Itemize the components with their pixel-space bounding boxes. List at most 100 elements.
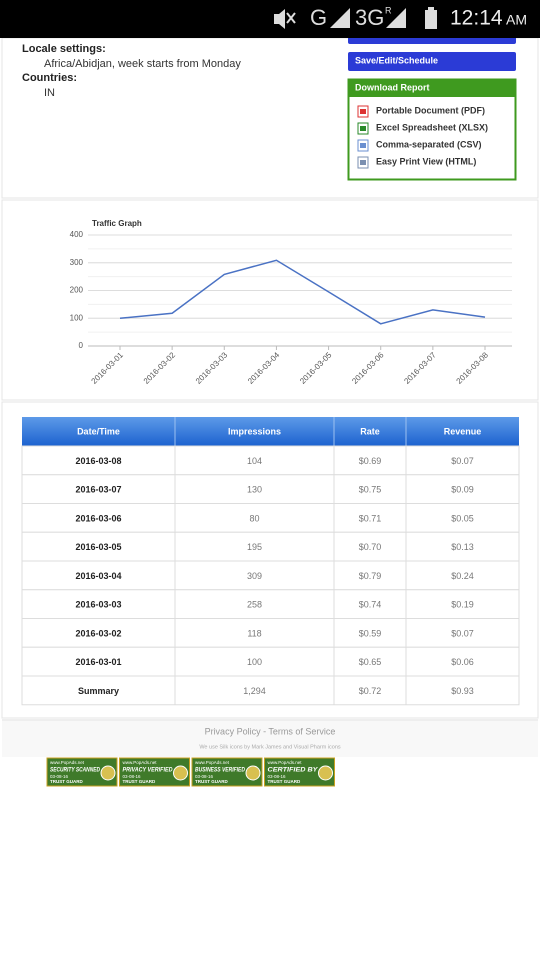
badge-label: PRIVACY VERIFIED <box>123 768 174 774</box>
y-tick-label: 300 <box>70 258 84 267</box>
table-cell: 80 <box>249 513 259 523</box>
table-cell: 100 <box>247 657 262 667</box>
badge-seal <box>100 765 116 781</box>
table-cell: 2016-03-08 <box>75 456 121 466</box>
table-row <box>21 646 520 677</box>
header-cell: Rate <box>360 426 380 436</box>
y-tick-label: 400 <box>70 230 84 239</box>
table-cell: $0.24 <box>451 571 474 581</box>
network2: 3G <box>355 5 384 30</box>
file-icon-mark <box>360 126 366 131</box>
status-bar <box>0 0 540 38</box>
download-item[interactable]: Excel Spreadsheet (XLSX) <box>376 122 488 132</box>
badge-seal <box>245 765 261 781</box>
table-cell: $0.06 <box>451 657 474 667</box>
table-cell: 2016-03-07 <box>75 485 121 495</box>
download-header <box>349 80 515 97</box>
chart-panel <box>1 199 539 401</box>
table-cell: Summary <box>78 686 119 696</box>
table-cell: $0.75 <box>359 485 382 495</box>
badge-date: 03-08-16 <box>123 774 142 779</box>
table-cell: 2016-03-01 <box>75 657 121 667</box>
table-cell: 195 <box>247 542 262 552</box>
table-cell: 104 <box>247 456 262 466</box>
badge-brand: TRUST GUARD <box>195 779 228 784</box>
mute-cross <box>286 12 296 24</box>
download-item[interactable]: Easy Print View (HTML) <box>376 156 476 166</box>
badge-date: 03-08-16 <box>268 774 287 779</box>
table-cell: 130 <box>247 485 262 495</box>
badge-date: 03-08-16 <box>195 774 214 779</box>
table-cell: $0.13 <box>451 542 474 552</box>
table-cell: 2016-03-05 <box>75 542 121 552</box>
footer-links[interactable]: Privacy Policy - Terms of Service <box>205 726 336 736</box>
badge-seal <box>318 765 333 781</box>
roaming: R <box>385 5 392 15</box>
table-cell: 1,294 <box>243 686 266 696</box>
table-row <box>21 560 520 591</box>
table-cell: $0.05 <box>451 513 474 523</box>
badge-site: www.PopAds.net <box>195 760 230 765</box>
table-row <box>21 503 520 533</box>
footer-credits: We use Silk icons by Mark James and Visu… <box>199 744 341 750</box>
table-cell: $0.07 <box>451 456 474 466</box>
badge-label: SECURITY SCANNED <box>50 768 101 774</box>
file-icon-mark <box>360 160 366 165</box>
badge-label: CERTIFIED BY <box>268 768 319 774</box>
table-header <box>22 417 519 446</box>
countries-value: IN <box>44 87 55 99</box>
badge-site: www.PopAds.net <box>268 760 303 765</box>
badge-label: BUSINESS VERIFIED <box>195 768 246 774</box>
mute-icon <box>274 9 285 29</box>
table-cell: 2016-03-04 <box>75 571 121 581</box>
y-tick-label: 100 <box>70 313 84 322</box>
network: G <box>310 5 327 30</box>
signal2 <box>386 8 406 28</box>
battery <box>425 10 437 29</box>
locale-value: Africa/Abidjan, week starts from Monday <box>44 58 241 70</box>
footer-bg <box>2 721 538 757</box>
table-cell: 258 <box>247 600 262 610</box>
locale-label: Locale settings: <box>22 43 106 55</box>
header-cell: Date/Time <box>77 426 120 436</box>
y-tick-label: 200 <box>70 286 84 295</box>
badge-seal <box>173 765 188 781</box>
table-cell: $0.65 <box>359 657 382 667</box>
badge-brand: TRUST GUARD <box>123 779 156 784</box>
table-row <box>21 675 520 706</box>
file-icon-mark <box>360 143 366 148</box>
table-cell: 309 <box>247 571 262 581</box>
clock-ampm: AM <box>506 12 527 28</box>
table-cell: 118 <box>247 628 261 638</box>
save-button-label[interactable]: Save/Edit/Schedule <box>355 55 438 65</box>
table-cell: $0.72 <box>359 686 382 696</box>
file-icon-mark <box>360 109 366 114</box>
table-cell: $0.70 <box>359 542 382 552</box>
download-item[interactable]: Comma-separated (CSV) <box>376 139 482 149</box>
table-cell: $0.74 <box>359 600 382 610</box>
table-row <box>21 618 520 648</box>
badge-site: www.PopAds.net <box>50 760 85 765</box>
table-cell: $0.19 <box>451 600 474 610</box>
table-row <box>21 445 520 476</box>
signal1 <box>330 8 350 28</box>
badge-site: www.PopAds.net <box>123 760 158 765</box>
download-item[interactable]: Portable Document (PDF) <box>376 105 485 115</box>
table-cell: 2016-03-06 <box>75 513 121 523</box>
save-button[interactable] <box>348 52 516 71</box>
badge-brand: TRUST GUARD <box>50 779 83 784</box>
table-cell: 2016-03-02 <box>75 628 121 638</box>
table-cell: $0.93 <box>451 686 474 696</box>
header-cell: Impressions <box>228 426 281 436</box>
y-tick-label: 0 <box>79 341 84 350</box>
table-cell: $0.59 <box>359 628 382 638</box>
table-row <box>21 474 520 504</box>
badge-brand: TRUST GUARD <box>268 779 301 784</box>
download-title: Download Report <box>355 82 430 92</box>
table-cell: $0.09 <box>451 485 474 495</box>
table-cell: 2016-03-03 <box>75 600 121 610</box>
table-cell: $0.69 <box>359 456 382 466</box>
clock: 12:14 <box>450 7 503 30</box>
